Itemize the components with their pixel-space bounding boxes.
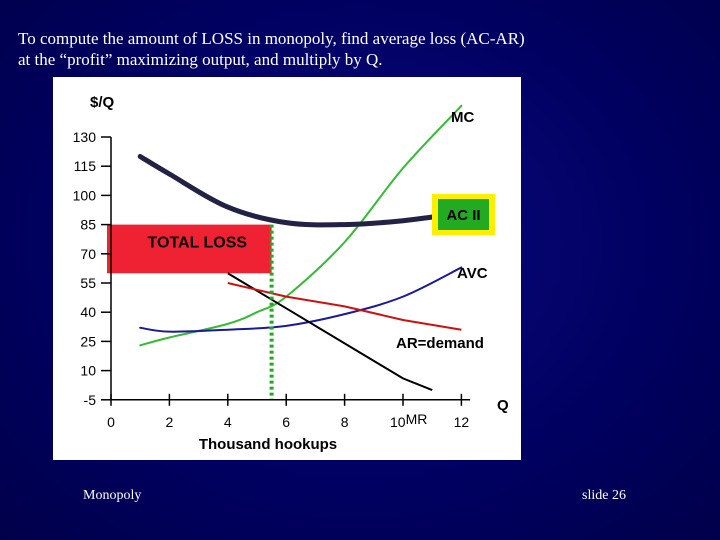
x-tick-label: 2 bbox=[166, 414, 174, 430]
total-loss-area bbox=[107, 224, 272, 274]
mc-label: MC bbox=[451, 109, 474, 126]
chart-svg: TOTAL LOSS 130 115 100 85 70 55 40 25 10 -5 0 2 4 6 8 1… bbox=[73, 94, 509, 453]
y-tick-label: 10 bbox=[80, 363, 96, 379]
q-axis-letter: Q bbox=[497, 397, 509, 414]
curve-ar-demand bbox=[227, 272, 433, 391]
y-tick-label: 70 bbox=[80, 246, 96, 262]
mr-label: MR bbox=[406, 411, 428, 427]
x-axis-label: Thousand hookups bbox=[199, 436, 337, 453]
y-tick-label: 25 bbox=[80, 333, 96, 349]
total-loss-label: TOTAL LOSS bbox=[148, 235, 248, 252]
x-tick-label: 6 bbox=[282, 414, 290, 430]
x-tick-label: 8 bbox=[341, 414, 349, 430]
y-tick-label: -5 bbox=[84, 392, 97, 408]
avc-label: AVC bbox=[457, 265, 488, 282]
y-tick-label: 40 bbox=[80, 304, 96, 320]
slide-title: To compute the amount of LOSS in monopol… bbox=[18, 28, 708, 70]
y-axis-label: $/Q bbox=[90, 94, 115, 111]
footer-monopoly: Monopoly bbox=[83, 488, 142, 503]
title-line-2: at the “profit” maximizing output, and m… bbox=[18, 50, 383, 69]
x-tick-label: 10MR bbox=[390, 411, 427, 430]
curve-mc bbox=[139, 104, 463, 347]
y-tick-label: 55 bbox=[80, 275, 96, 291]
y-tick-label: 85 bbox=[80, 217, 96, 233]
curve-ac-ii bbox=[137, 153, 464, 228]
title-line-1: To compute the amount of LOSS in monopol… bbox=[18, 29, 525, 48]
chart-panel: TOTAL LOSS 130 115 100 85 70 55 40 25 10 -5 0 2 4 6 8 1… bbox=[53, 77, 521, 460]
curve-mr bbox=[227, 282, 462, 331]
demand-label: AR=demand bbox=[396, 335, 484, 352]
curve-avc bbox=[139, 266, 463, 333]
x-tick-label: 0 bbox=[107, 414, 115, 430]
ac-label-box bbox=[438, 199, 489, 230]
x-tick-label: 12 bbox=[454, 414, 470, 430]
footer-slide-number: slide 26 bbox=[582, 488, 626, 503]
x-tick-label: 4 bbox=[224, 414, 232, 430]
ac-label: AC II bbox=[446, 207, 480, 224]
y-tick-label: 115 bbox=[74, 158, 97, 174]
y-tick-label: 130 bbox=[73, 129, 97, 145]
y-tick-label: 100 bbox=[73, 187, 97, 203]
